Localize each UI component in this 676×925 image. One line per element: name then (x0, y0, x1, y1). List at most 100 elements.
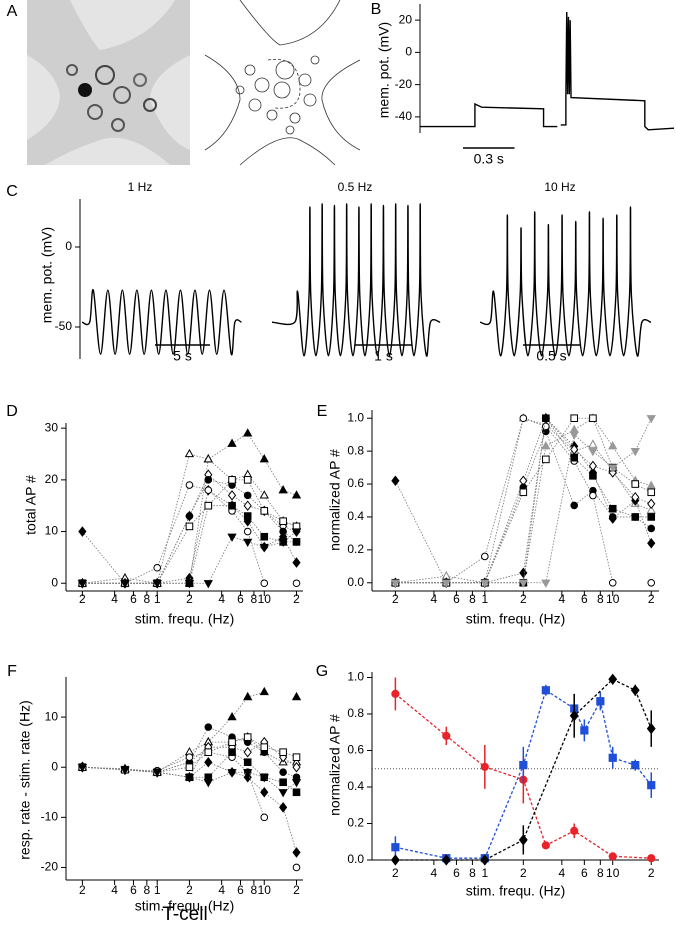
x-tick-label: 8 (143, 883, 150, 897)
marker (243, 538, 253, 548)
marker (243, 512, 252, 520)
scale-bar-label: 5 s (173, 348, 192, 364)
marker (185, 512, 194, 520)
marker (646, 480, 656, 489)
marker (260, 787, 269, 798)
cell (66, 64, 78, 76)
x-tick-label: 10 (606, 866, 620, 880)
marker (185, 753, 194, 761)
connector (82, 432, 297, 584)
y-tick-label: 0.8 (347, 443, 364, 457)
x-tick-label: 4 (431, 592, 438, 606)
marker (608, 464, 618, 473)
x-tick-label: 2 (186, 592, 193, 606)
x-tick-label: 2 (648, 866, 655, 880)
marker (631, 760, 640, 770)
marker (480, 579, 490, 588)
marker (292, 847, 301, 858)
marker (279, 802, 288, 813)
marker (260, 743, 269, 751)
marker (185, 481, 194, 489)
x-tick-label: 10 (606, 592, 620, 606)
marker (647, 488, 656, 497)
marker (278, 789, 288, 798)
marker (291, 528, 302, 537)
trace-label: 10 Hz (544, 180, 575, 194)
y-tick-label: 0 (51, 759, 58, 773)
trace-label: 1 Hz (128, 180, 153, 194)
y-axis-label: mem. pot. (mV) (39, 227, 55, 323)
marker (630, 684, 640, 696)
marker (647, 781, 656, 790)
marker (519, 760, 528, 770)
marker (608, 513, 617, 521)
marker (589, 472, 597, 480)
x-tick-label: 2 (520, 866, 527, 880)
x-tick-label: 2 (520, 592, 527, 606)
marker (569, 424, 579, 433)
x-tick-label: 1 (481, 866, 488, 880)
marker (259, 774, 269, 783)
connector (395, 678, 652, 861)
marker (185, 763, 194, 772)
y-tick-label: -20 (395, 77, 413, 91)
x-tick-label: 4 (111, 883, 118, 897)
marker (631, 491, 640, 503)
marker (647, 854, 656, 863)
x-tick-label: 2 (79, 883, 86, 897)
marker (647, 524, 656, 533)
cell (111, 118, 125, 132)
marker (646, 415, 656, 424)
marker (292, 761, 301, 773)
x-tick-label: 8 (251, 883, 258, 897)
panel-a-images (27, 0, 361, 166)
y-tick-label: 0.6 (347, 743, 364, 757)
marker (204, 748, 213, 756)
marker (203, 454, 213, 463)
marker (541, 579, 551, 588)
y-tick-label: 20 (45, 472, 59, 486)
x-tick-label: 1 (481, 592, 488, 606)
x-axis-label: stim. frequ. (Hz) (466, 883, 566, 899)
marker (204, 486, 213, 495)
y-tick-label: 0 (65, 239, 72, 253)
x-axis-label: stim. frequ. (Hz) (135, 898, 235, 914)
marker (243, 746, 252, 758)
marker (391, 475, 400, 487)
marker (518, 834, 528, 846)
marker (228, 748, 236, 756)
x-tick-label: 6 (453, 592, 460, 606)
marker (519, 414, 528, 423)
x-tick-label: 8 (597, 866, 604, 880)
y-tick-label: -40 (395, 109, 413, 123)
y-tick-label: 0.4 (347, 509, 364, 523)
connector (82, 479, 297, 584)
cell (78, 83, 92, 97)
marker (204, 756, 213, 768)
x-tick-label: 1 (154, 883, 161, 897)
marker (227, 438, 237, 447)
marker (279, 748, 287, 756)
marker (646, 722, 656, 735)
x-tick-label: 4 (111, 592, 118, 606)
marker (570, 501, 579, 510)
panel-label: E (317, 403, 328, 420)
marker (481, 552, 489, 561)
marker (589, 414, 597, 423)
y-tick-label: 10 (45, 524, 59, 538)
y-axis-label: mem. pot. (mV) (376, 22, 392, 118)
marker (243, 428, 253, 437)
marker (203, 779, 213, 788)
marker (152, 580, 162, 589)
marker (120, 766, 130, 775)
x-axis-label: stim. frequ. (Hz) (135, 611, 235, 627)
trace-label: 0.5 Hz (338, 180, 373, 194)
marker (204, 723, 213, 731)
marker (260, 579, 269, 588)
y-tick-label: 0 (51, 575, 58, 589)
marker (570, 826, 579, 835)
marker (519, 488, 528, 497)
y-tick-label: -10 (41, 810, 59, 824)
panel-label: G (316, 663, 328, 680)
y-tick-label: 1.0 (347, 670, 364, 684)
